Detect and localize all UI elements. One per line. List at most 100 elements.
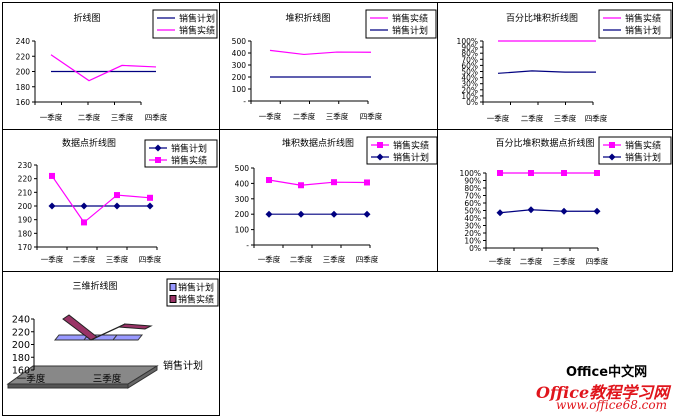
data-point-actual bbox=[364, 179, 370, 186]
y-tick-label: 300 bbox=[232, 61, 247, 70]
y-tick-label: 50% bbox=[464, 207, 481, 216]
series-line-actual bbox=[269, 49, 372, 56]
series-line-plan bbox=[497, 70, 596, 74]
y-tick-label: 100% bbox=[460, 169, 481, 178]
x-tick-label: 三季度 bbox=[111, 112, 134, 122]
x-tick-label: 三季度 bbox=[93, 373, 122, 385]
x-tick-label: 三季度 bbox=[554, 113, 577, 123]
legend-label: 销售计划 bbox=[179, 13, 215, 25]
y-tick-label: 240 bbox=[16, 37, 31, 46]
x-tick-label: 三季度 bbox=[323, 254, 346, 264]
data-point-actual bbox=[561, 170, 567, 176]
chart-marker-line: 数据点折线图 170 180 190 200 210 220 230 一季度 二季度 三季度 四季度 销… bbox=[2, 129, 220, 272]
legend-swatch bbox=[169, 283, 177, 291]
x-tick-label: 二季度 bbox=[521, 113, 544, 123]
legend-label: 销售计划 bbox=[625, 25, 661, 37]
data-point-plan bbox=[297, 210, 305, 218]
y-tick-label: 0% bbox=[469, 244, 481, 253]
y-tick-label: 20% bbox=[464, 229, 481, 238]
x-tick-label: 三季度 bbox=[106, 254, 129, 264]
legend-box bbox=[598, 9, 672, 39]
data-point-actual bbox=[49, 172, 55, 179]
legend-label: 销售计划 bbox=[178, 282, 214, 294]
y-tick-label: 200 bbox=[12, 340, 30, 351]
depth-axis-label: 销售计划 bbox=[163, 359, 203, 372]
legend-marker bbox=[608, 153, 616, 161]
data-point-actual bbox=[331, 179, 337, 186]
chart-line: 折线图 160 180 200 220 240 一季度 二季度 三季度 四季度 销售计划 销售实绩 bbox=[2, 2, 220, 130]
y-tick-label: 180 bbox=[12, 353, 30, 364]
x-tick-label: 一季度 bbox=[487, 113, 510, 123]
y-tick-label: 160 bbox=[12, 366, 30, 377]
legend-box bbox=[152, 9, 218, 39]
x-tick-label: 二季度 bbox=[293, 111, 316, 121]
series-ribbon-plan bbox=[53, 334, 90, 341]
series-ribbon-plan bbox=[111, 334, 144, 341]
x-tick-label: 三季度 bbox=[326, 111, 349, 121]
y-tick-label: 220 bbox=[18, 175, 33, 184]
x-tick-label: 一季度 bbox=[258, 254, 281, 264]
data-point-plan bbox=[527, 206, 535, 214]
watermark-url: www.office68.com bbox=[556, 398, 667, 412]
y-tick-label: 400 bbox=[232, 49, 247, 58]
x-tick-label: 四季度 bbox=[356, 254, 379, 264]
y-tick-label: 230 bbox=[18, 161, 33, 170]
x-tick-label: 四季度 bbox=[145, 112, 168, 122]
data-point-actual bbox=[266, 177, 272, 184]
data-point-plan bbox=[593, 207, 601, 215]
y-tick-label: 200 bbox=[232, 73, 247, 82]
y-tick-label: 0% bbox=[466, 98, 478, 107]
chart-title: 三维折线图 bbox=[72, 280, 117, 292]
chart-marker-line-svg: 数据点折线图 170 180 190 200 210 220 230 一季度 二季度 三季度 四季度 销… bbox=[18, 137, 218, 264]
legend-marker bbox=[376, 153, 384, 161]
series-line-plan bbox=[499, 209, 597, 214]
data-point-plan bbox=[48, 202, 56, 210]
legend-label: 销售计划 bbox=[392, 25, 428, 37]
legend-label: 销售实绩 bbox=[625, 140, 661, 152]
y-tick-label: - bbox=[246, 241, 249, 250]
y-tick-label: 10% bbox=[464, 237, 481, 246]
legend-marker bbox=[154, 144, 162, 152]
data-point-actual bbox=[81, 219, 87, 226]
data-point-plan bbox=[496, 209, 504, 217]
legend-marker bbox=[377, 142, 383, 148]
y-tick-label: - bbox=[243, 97, 246, 106]
chart-stacked-line: 堆积折线图 - 100 200 300 400 500 一季度 二季度 三季度 四季度 销售实绩 销售计… bbox=[219, 2, 438, 130]
x-tick-label: 一季度 bbox=[259, 111, 282, 121]
data-point-plan bbox=[560, 207, 568, 215]
y-tick-label: 40% bbox=[464, 214, 481, 223]
x-tick-label: 一季度 bbox=[41, 254, 64, 264]
y-tick-label: 100 bbox=[232, 85, 247, 94]
y-tick-label: 90% bbox=[464, 177, 481, 186]
y-tick-label: 180 bbox=[18, 229, 33, 238]
data-point-plan bbox=[330, 210, 338, 218]
data-point-actual bbox=[147, 194, 153, 201]
legend-swatch bbox=[169, 295, 177, 303]
data-point-actual bbox=[114, 192, 120, 199]
series-line-actual bbox=[51, 175, 151, 224]
chart-title: 百分比堆积折线图 bbox=[506, 12, 578, 24]
y-tick-label: 220 bbox=[12, 327, 30, 338]
y-tick-label: 80% bbox=[464, 184, 481, 193]
legend-marker bbox=[609, 142, 615, 148]
x-tick-label: 四季度 bbox=[586, 256, 609, 266]
floor-end bbox=[127, 365, 158, 389]
y-tick-label: 100 bbox=[235, 226, 250, 235]
y-tick-label: 30% bbox=[461, 80, 478, 89]
chart-title: 数据点折线图 bbox=[62, 137, 116, 149]
y-tick-label: 300 bbox=[235, 195, 250, 204]
data-point-actual bbox=[528, 170, 534, 176]
chart-title: 百分比堆积数据点折线图 bbox=[495, 137, 594, 149]
data-point-plan bbox=[363, 210, 371, 218]
y-tick-label: 40% bbox=[461, 74, 478, 83]
y-tick-label: 190 bbox=[18, 216, 33, 225]
x-tick-label: 三季度 bbox=[553, 256, 576, 266]
legend-label: 销售计划 bbox=[625, 152, 661, 164]
x-tick-label: 一季度 bbox=[17, 373, 46, 385]
y-tick-label: 200 bbox=[16, 68, 31, 77]
y-tick-label: 70% bbox=[464, 192, 481, 201]
chart-title: 折线图 bbox=[73, 12, 100, 24]
series-line-actual bbox=[268, 179, 368, 186]
y-tick-label: 50% bbox=[461, 68, 478, 77]
